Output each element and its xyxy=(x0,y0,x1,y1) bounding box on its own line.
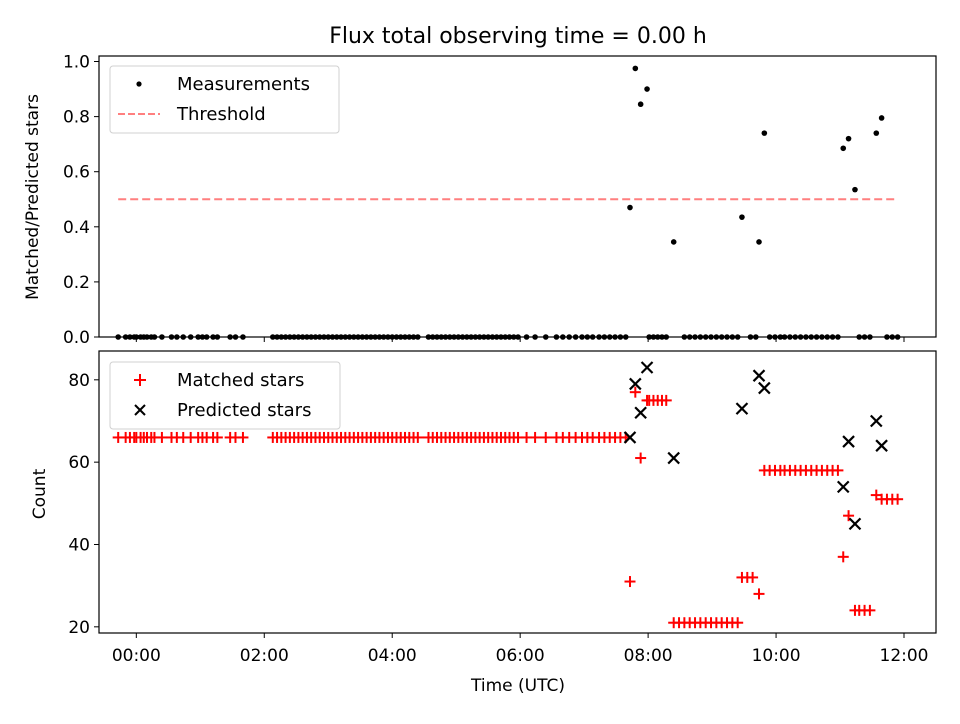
xtick-label: 10:00 xyxy=(752,646,801,666)
measurement-point xyxy=(644,86,650,92)
measurement-point xyxy=(878,115,885,121)
measurement-point xyxy=(756,239,762,245)
measurement-point xyxy=(739,214,745,220)
matched-star-point xyxy=(732,617,744,629)
top-legend: Measurements Threshold xyxy=(109,65,340,134)
predicted-star-point xyxy=(836,480,850,494)
predicted-star-point xyxy=(634,406,647,420)
bottom-legend: Matched stars Predicted stars xyxy=(109,361,341,430)
predicted-star-point xyxy=(735,402,749,415)
matched-star-point xyxy=(624,576,636,588)
measurement-point xyxy=(632,65,639,72)
xtick-label: 04:00 xyxy=(368,646,417,666)
top-ytick-label: 0.2 xyxy=(63,273,90,293)
top-axis-ticks: 0.0 0.2 0.4 0.6 0.8 1.0 xyxy=(63,53,905,348)
xtick-label: 02:00 xyxy=(240,646,289,666)
top-ytick-label: 1.0 xyxy=(63,53,90,73)
measurement-point xyxy=(627,204,633,211)
predicted-star-point xyxy=(842,435,855,448)
measurement-point xyxy=(637,101,644,108)
predicted-star-point xyxy=(623,431,637,444)
bottom-legend-box xyxy=(109,361,341,430)
predicted-star-point xyxy=(870,414,883,428)
matched-star-point xyxy=(843,510,855,522)
bottom-xlabel: Time (UTC) xyxy=(470,676,565,696)
matched-star-point xyxy=(747,571,759,583)
predicted-star-point xyxy=(640,361,654,374)
legend-predicted-marker xyxy=(134,404,146,416)
matched-star-point xyxy=(864,604,876,616)
matched-star-point xyxy=(412,431,424,443)
bottom-ytick-label: 80 xyxy=(68,371,90,391)
measurement-point xyxy=(852,186,858,193)
matched-star-point xyxy=(892,493,904,505)
bottom-ytick-label: 60 xyxy=(68,453,90,473)
matched-star-point xyxy=(211,431,223,443)
xtick-label: 08:00 xyxy=(624,646,673,666)
top-ytick-label: 0.0 xyxy=(63,328,90,348)
predicted-star-point xyxy=(629,377,642,391)
xtick-label: 12:00 xyxy=(880,646,929,666)
xtick-label: 06:00 xyxy=(496,646,545,666)
legend-threshold-label: Threshold xyxy=(176,104,266,125)
top-legend-box xyxy=(109,65,340,134)
matched-star-point xyxy=(237,431,249,443)
top-ytick-label: 0.4 xyxy=(63,218,90,238)
predicted-star-point xyxy=(667,451,680,465)
predicted-star-point xyxy=(875,439,888,452)
bottom-axis-ticks: 20 40 60 80 00:00 02:00 04:00 06:00 08:00 10:00 12… xyxy=(68,371,928,666)
matched-star-point xyxy=(660,394,672,406)
measurement-point xyxy=(873,130,880,136)
top-ytick-label: 0.8 xyxy=(63,108,90,128)
top-ytick-label: 0.6 xyxy=(63,163,90,183)
bottom-ytick-label: 20 xyxy=(68,618,90,638)
predicted-star-point xyxy=(752,369,766,382)
bottom-panel: Count 20 40 60 80 00:00 02:00 04:00 06:00 08:00 1… xyxy=(30,350,937,696)
legend-matched-marker xyxy=(134,374,146,386)
legend-matched-label: Matched stars xyxy=(177,370,304,391)
matched-star-point xyxy=(540,431,552,443)
top-axes-frame xyxy=(98,55,937,338)
predicted-star-point xyxy=(758,381,771,395)
xtick-label: 00:00 xyxy=(112,646,161,666)
measurement-point xyxy=(840,145,847,152)
matched-star-point xyxy=(753,588,765,600)
measurement-point xyxy=(761,130,768,136)
matched-star-point xyxy=(629,386,641,398)
matched-star-point xyxy=(832,464,844,476)
bottom-ylabel: Count xyxy=(30,468,50,519)
legend-measurements-label: Measurements xyxy=(177,74,310,95)
chart-title: Flux total observing time = 0.00 h xyxy=(329,24,707,49)
matched-star-point xyxy=(156,431,168,443)
bottom-ytick-label: 40 xyxy=(68,535,90,555)
legend-measurements-marker xyxy=(136,81,142,87)
top-ylabel: Matched/Predicted stars xyxy=(23,94,43,300)
measurement-point xyxy=(845,135,852,142)
legend-predicted-label: Predicted stars xyxy=(177,400,311,421)
measurement-point xyxy=(670,239,677,245)
matched-star-point xyxy=(529,431,541,443)
bottom-axes-frame xyxy=(98,350,937,634)
predicted-star-point xyxy=(848,517,862,531)
matched-star-point xyxy=(635,452,647,464)
top-panel: Matched/Predicted stars 0.0 0.2 0.4 0.6 0.8 1… xyxy=(23,53,937,348)
matched-star-point xyxy=(837,551,849,563)
bottom-plot-marks xyxy=(112,361,904,629)
